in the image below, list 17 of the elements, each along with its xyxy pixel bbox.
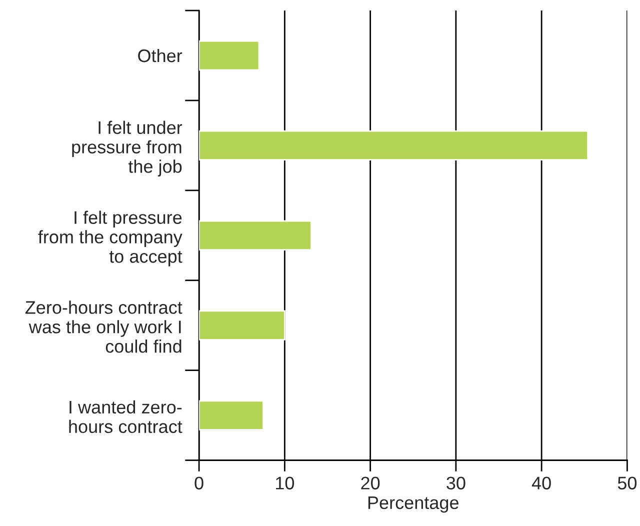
x-tick-label: 50 [618,476,637,490]
x-tick-label: 0 [194,476,204,490]
y-tick-label: I felt under pressure from the job [72,120,182,176]
y-tick-label: Zero-hours contract was the only work I could find [25,300,182,353]
y-tick-label: I felt pressure from the company to accept [38,210,182,266]
y-tick-label: I wanted zero- hours contract [69,400,182,434]
bar [199,220,312,250]
x-tick-label: 20 [361,476,380,490]
bar [199,40,260,71]
x-tick-label: 30 [446,476,466,490]
y-tick-label: Other [138,48,182,62]
bar [199,310,286,340]
x-tick-label: 40 [532,476,551,490]
bar [199,130,589,161]
x-tick-label: 10 [276,476,294,490]
bar [199,400,264,430]
x-axis-title: Percentage [368,496,458,513]
